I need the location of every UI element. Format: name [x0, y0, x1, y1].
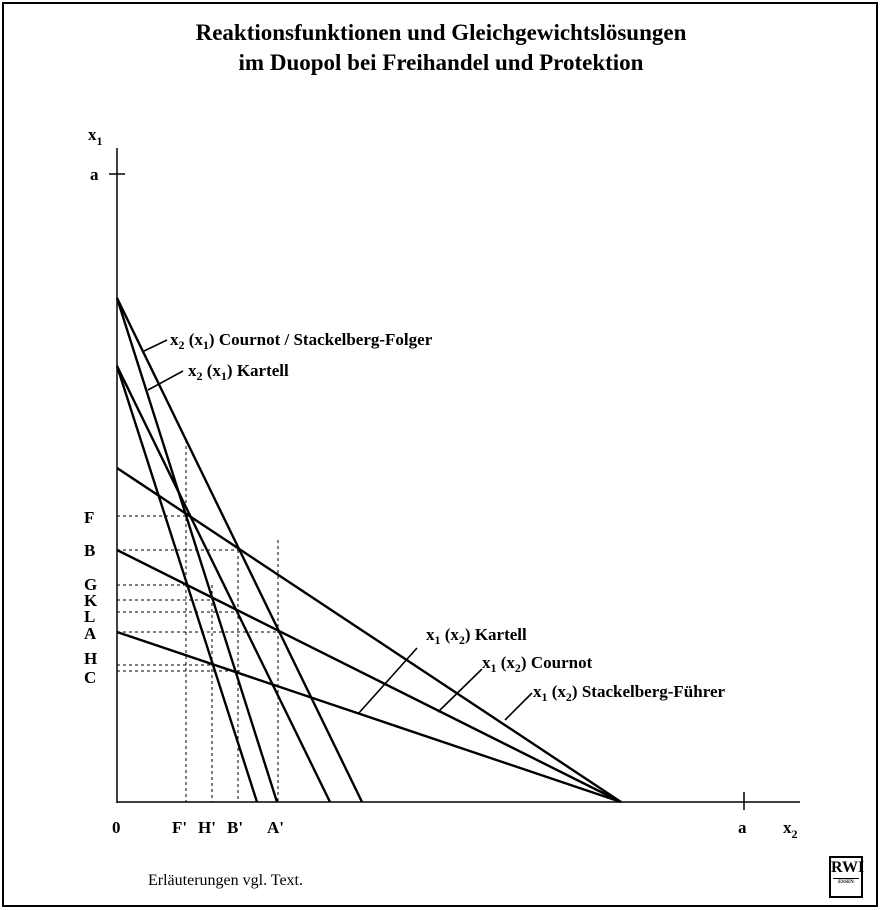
line-x1-kartell [116, 630, 622, 804]
y-tick-label: H [84, 649, 97, 668]
y-tick-label: B [84, 541, 95, 560]
x-tick-label: F' [172, 818, 187, 837]
dashed-guides [117, 440, 279, 802]
x-axis-a-label: a [738, 818, 747, 837]
label-x1-kartell: x1 (x2) Kartell [426, 625, 527, 647]
line-x1-cournot [116, 548, 622, 804]
y-tick-label: C [84, 668, 96, 687]
x-tick-label: A' [267, 818, 284, 837]
y-tick-label: G [84, 575, 97, 594]
line-x1-stackelberg-leader [116, 466, 622, 804]
logo-text: RWI [831, 859, 865, 876]
y-tick-label: F [84, 508, 94, 527]
origin-label: 0 [112, 818, 121, 837]
y-axis-a-label: a [90, 165, 99, 184]
label-x1-stackelberg-leader: x1 (x2) Stackelberg-Führer [533, 682, 726, 704]
footnote: Erläuterungen vgl. Text. [148, 872, 303, 889]
x-tick-label: H' [198, 818, 216, 837]
label-x2-cournot-stackelberg-follower: x2 (x1) Cournot / Stackelberg-Folger [170, 330, 433, 352]
logo-subtext: ESSEN [833, 878, 859, 887]
y-axis-label: x1 [88, 125, 103, 148]
rwi-logo: RWI ESSEN [829, 856, 865, 898]
figure-title: Reaktionsfunktionen und Gleichgewichtslö… [0, 18, 882, 78]
label-x2-kartell: x2 (x1) Kartell [188, 361, 289, 383]
line-x2-kartell [115, 365, 332, 803]
y-tick-label: K [84, 591, 98, 610]
title-line-2: im Duopol bei Freihandel und Protektion [238, 50, 644, 75]
title-line-1: Reaktionsfunktionen und Gleichgewichtslö… [195, 20, 687, 45]
x-tick-label: B' [227, 818, 243, 837]
y-tick-label: A [84, 624, 97, 643]
label-x1-cournot: x1 (x2) Cournot [482, 653, 593, 675]
y-tick-label: L [84, 607, 95, 626]
label-leader-lines [141, 339, 533, 721]
x-axis-label: x2 [783, 818, 798, 841]
